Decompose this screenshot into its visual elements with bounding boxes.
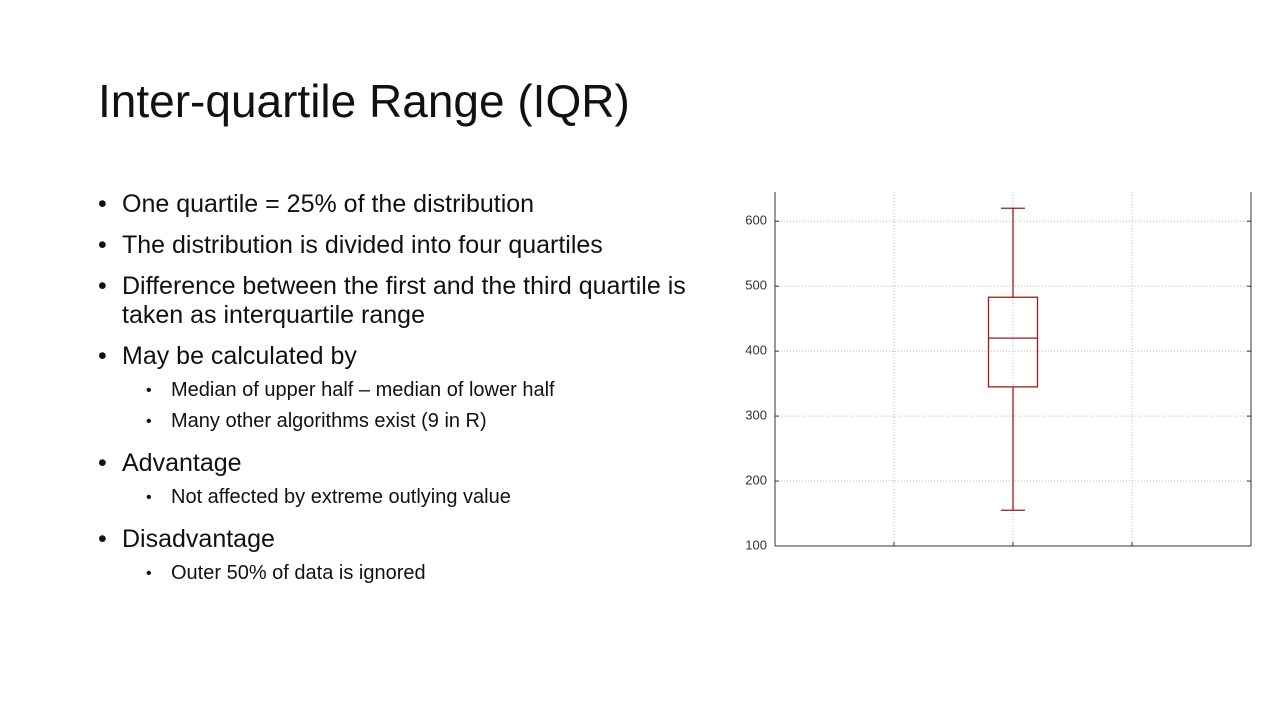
y-tick-label: 300 <box>745 408 767 423</box>
y-tick-label: 400 <box>745 343 767 358</box>
y-tick-label: 500 <box>745 278 767 293</box>
sub-bullet: Median of upper half – median of lower h… <box>146 375 713 406</box>
bullet: The distribution is divided into four qu… <box>98 231 713 260</box>
bullet-list: One quartile = 25% of the distribution T… <box>98 190 713 601</box>
box <box>987 296 1039 388</box>
bullet-text: Advantage <box>122 449 242 477</box>
sub-bullet: Outer 50% of data is ignored <box>146 558 713 589</box>
bullet-text: Disadvantage <box>122 525 275 553</box>
y-tick-label: 600 <box>745 213 767 228</box>
sub-bullet: Many other algorithms exist (9 in R) <box>146 406 713 437</box>
bullet: May be calculated by Median of upper hal… <box>98 342 713 437</box>
bullet-text: The distribution is divided into four qu… <box>122 231 603 259</box>
y-tick-label: 100 <box>745 537 767 552</box>
sub-list: Not affected by extreme outlying value <box>122 482 713 513</box>
sub-list: Median of upper half – median of lower h… <box>122 375 713 437</box>
bullet-text: One quartile = 25% of the distribution <box>122 190 535 218</box>
sub-list: Outer 50% of data is ignored <box>122 558 713 589</box>
slide-title: Inter-quartile Range (IQR) <box>98 75 630 127</box>
bullet-text: Difference between the first and the thi… <box>122 272 686 329</box>
bullet: Disadvantage Outer 50% of data is ignore… <box>98 525 713 589</box>
sub-bullet: Not affected by extreme outlying value <box>146 482 713 513</box>
bullet: Advantage Not affected by extreme outlyi… <box>98 449 713 513</box>
bullet: Difference between the first and the thi… <box>98 272 713 330</box>
bullet-text: May be calculated by <box>122 342 357 370</box>
y-tick-label: 200 <box>745 472 767 487</box>
bullet: One quartile = 25% of the distribution <box>98 190 713 219</box>
